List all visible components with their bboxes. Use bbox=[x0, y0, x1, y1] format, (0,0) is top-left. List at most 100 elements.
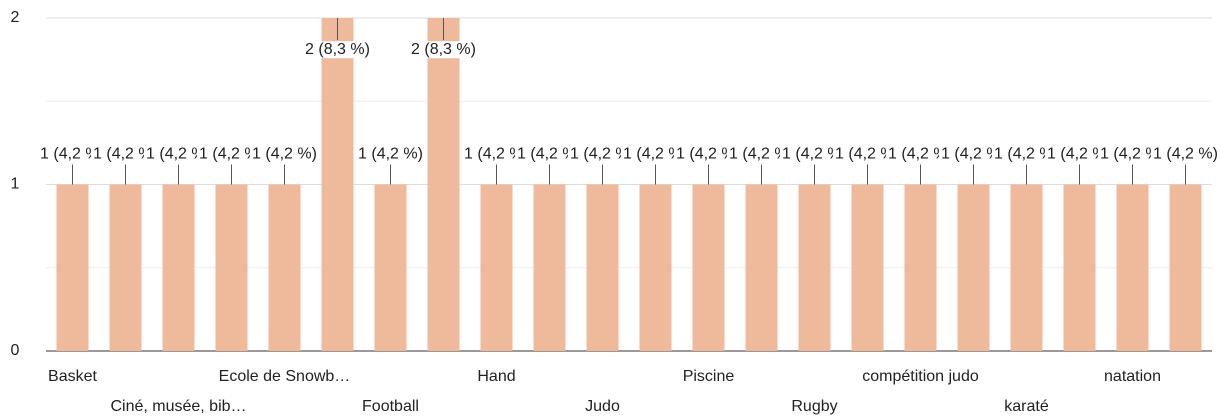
bar bbox=[56, 184, 89, 351]
value-label-group: 1 (4,2 %) bbox=[939, 145, 1008, 163]
x-tick-label: Ecole de Snowb… bbox=[219, 368, 351, 385]
value-label-group: 1 (4,2 %) bbox=[250, 145, 319, 163]
value-label: 2 (8,3 %) bbox=[411, 41, 476, 58]
bar bbox=[533, 184, 566, 351]
value-label-group: 1 (4,2 %) bbox=[1098, 145, 1167, 163]
value-label: 1 (4,2 %) bbox=[888, 146, 953, 163]
value-label-group: 1 (4,2 %) bbox=[356, 145, 425, 163]
value-label-bg bbox=[462, 145, 531, 163]
bar bbox=[1169, 184, 1202, 351]
value-label-group: 1 (4,2 %) bbox=[674, 145, 743, 163]
y-tick-label: 2 bbox=[11, 9, 20, 26]
bar bbox=[374, 184, 407, 351]
value-label-bg bbox=[91, 145, 160, 163]
value-label-bg bbox=[515, 145, 584, 163]
y-tick-label: 0 bbox=[11, 342, 20, 359]
value-label-bg bbox=[144, 145, 213, 163]
value-label-bg bbox=[250, 145, 319, 163]
value-label-group: 2 (8,3 %) bbox=[409, 41, 478, 59]
value-label: 1 (4,2 %) bbox=[835, 146, 900, 163]
bar bbox=[851, 184, 884, 351]
value-label-bg bbox=[833, 145, 902, 163]
x-tick-label: Rugby bbox=[791, 398, 837, 415]
bar bbox=[1010, 184, 1043, 351]
value-label: 1 (4,2 %) bbox=[1047, 146, 1112, 163]
value-label-group: 1 (4,2 %) bbox=[621, 145, 690, 163]
bar bbox=[1063, 184, 1096, 351]
bar bbox=[692, 184, 725, 351]
value-label-group: 1 (4,2 %) bbox=[992, 145, 1061, 163]
bar bbox=[480, 184, 513, 351]
value-label-group: 1 (4,2 %) bbox=[515, 145, 584, 163]
bar bbox=[215, 184, 248, 351]
value-label-group: 1 (4,2 %) bbox=[780, 145, 849, 163]
value-label: 1 (4,2 %) bbox=[93, 146, 158, 163]
value-label-bg bbox=[1151, 145, 1220, 163]
bar bbox=[798, 184, 831, 351]
value-label: 1 (4,2 %) bbox=[1100, 146, 1165, 163]
x-tick-label: karaté bbox=[1004, 398, 1049, 415]
value-label: 1 (4,2 %) bbox=[146, 146, 211, 163]
value-label-group: 1 (4,2 %) bbox=[38, 145, 107, 163]
value-label-group: 1 (4,2 %) bbox=[144, 145, 213, 163]
value-label: 1 (4,2 %) bbox=[358, 146, 423, 163]
value-label-group: 2 (8,3 %) bbox=[303, 41, 372, 59]
value-label: 1 (4,2 %) bbox=[517, 146, 582, 163]
value-label-bg bbox=[674, 145, 743, 163]
value-label: 1 (4,2 %) bbox=[252, 146, 317, 163]
bar bbox=[162, 184, 195, 351]
x-tick-label: Piscine bbox=[683, 368, 735, 385]
value-label: 1 (4,2 %) bbox=[676, 146, 741, 163]
value-label-bg bbox=[1045, 145, 1114, 163]
y-tick-label: 1 bbox=[11, 176, 20, 193]
bar bbox=[268, 184, 301, 351]
bar bbox=[904, 184, 937, 351]
bar bbox=[321, 18, 354, 351]
value-label-bg bbox=[780, 145, 849, 163]
value-label-bg bbox=[886, 145, 955, 163]
x-tick-label: Basket bbox=[48, 368, 97, 385]
value-label-group: 1 (4,2 %) bbox=[462, 145, 531, 163]
value-label-group: 1 (4,2 %) bbox=[727, 145, 796, 163]
bar bbox=[427, 18, 460, 351]
value-label: 1 (4,2 %) bbox=[464, 146, 529, 163]
value-label-bg bbox=[939, 145, 1008, 163]
value-label-bg bbox=[303, 41, 372, 59]
value-label-bg bbox=[409, 41, 478, 59]
x-tick-label: Judo bbox=[585, 398, 620, 415]
value-label-group: 1 (4,2 %) bbox=[1151, 145, 1220, 163]
value-label-bg bbox=[568, 145, 637, 163]
bar bbox=[957, 184, 990, 351]
bar bbox=[109, 184, 142, 351]
x-tick-label: Ciné, musée, bib… bbox=[110, 398, 246, 415]
x-tick-label: compétition judo bbox=[862, 368, 979, 385]
value-label-group: 1 (4,2 %) bbox=[197, 145, 266, 163]
x-tick-label: natation bbox=[1104, 368, 1161, 385]
bar bbox=[639, 184, 672, 351]
value-label: 1 (4,2 %) bbox=[994, 146, 1059, 163]
bar bbox=[586, 184, 619, 351]
value-label-bg bbox=[1098, 145, 1167, 163]
value-label: 1 (4,2 %) bbox=[729, 146, 794, 163]
value-label-group: 1 (4,2 %) bbox=[886, 145, 955, 163]
value-label-group: 1 (4,2 %) bbox=[568, 145, 637, 163]
value-label-bg bbox=[197, 145, 266, 163]
value-label: 1 (4,2 %) bbox=[782, 146, 847, 163]
value-label-bg bbox=[621, 145, 690, 163]
value-label: 1 (4,2 %) bbox=[941, 146, 1006, 163]
value-label: 2 (8,3 %) bbox=[305, 41, 370, 58]
x-tick-label: Hand bbox=[477, 368, 515, 385]
value-label: 1 (4,2 %) bbox=[199, 146, 264, 163]
x-tick-label: Football bbox=[362, 398, 419, 415]
bar bbox=[1116, 184, 1149, 351]
value-label-bg bbox=[992, 145, 1061, 163]
value-label: 1 (4,2 %) bbox=[623, 146, 688, 163]
value-label-bg bbox=[38, 145, 107, 163]
value-label-group: 1 (4,2 %) bbox=[833, 145, 902, 163]
value-label-bg bbox=[727, 145, 796, 163]
bar bbox=[745, 184, 778, 351]
value-label-group: 1 (4,2 %) bbox=[1045, 145, 1114, 163]
value-label: 1 (4,2 %) bbox=[1153, 146, 1218, 163]
value-label: 1 (4,2 %) bbox=[40, 146, 105, 163]
